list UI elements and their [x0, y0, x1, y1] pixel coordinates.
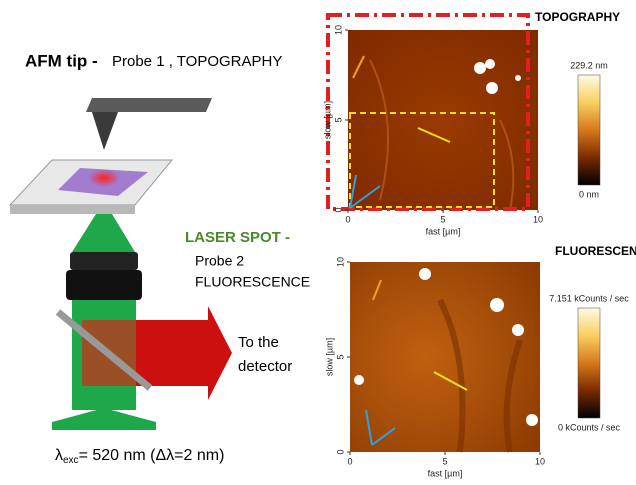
y-tick-label: 5 [335, 354, 345, 359]
y-tick-label: 10 [333, 25, 343, 35]
x-tick-label: 5 [442, 456, 447, 466]
laser-label: LASER SPOT - [185, 229, 290, 246]
y-axis-label: slow [µm] [322, 101, 332, 139]
particle [490, 298, 504, 312]
colorbar-min: 0 kCounts / sec [558, 422, 621, 432]
arrow [433, 371, 468, 391]
afm-label: AFM tip - [25, 51, 98, 70]
x-tick-label: 5 [440, 214, 445, 224]
laser-spot [88, 169, 120, 187]
laser-probe: Probe 2 [195, 253, 244, 269]
arrow [417, 127, 451, 143]
detector-label: detector [238, 358, 292, 375]
zoom-frame [349, 112, 495, 208]
particle [474, 62, 486, 74]
y-tick-label: 5 [333, 117, 343, 122]
sample-edge [10, 205, 135, 214]
colorbar-max: 229.2 nm [570, 60, 608, 70]
scan-frame [326, 13, 530, 211]
x-axis-label: fast [µm] [428, 468, 463, 478]
texture [369, 59, 515, 211]
fluorescence-image [350, 262, 540, 452]
afm-probe: Probe 1 , TOPOGRAPHY [112, 53, 282, 70]
cantilever [86, 98, 212, 112]
x-tick-label: 10 [533, 214, 543, 224]
particle [515, 75, 521, 81]
x-tick-label: 0 [347, 456, 352, 466]
fluorescence-panel [350, 262, 601, 453]
red-beam [136, 320, 208, 386]
excitation-sub: exc [63, 455, 79, 466]
panel-title: FLUORESCENCE [555, 244, 636, 258]
green-arrow-base [52, 422, 156, 430]
particle [526, 414, 538, 426]
excitation-symbol: λ [55, 447, 63, 464]
texture [437, 298, 523, 453]
y-tick-label: 10 [335, 257, 345, 267]
particle [485, 59, 495, 69]
laser-probe: FLUORESCENCE [195, 274, 310, 290]
schematic: AFM tip - Probe 1 , TOPOGRAPHY LASER SPO… [8, 51, 310, 466]
panel-title: TOPOGRAPHY [535, 10, 620, 24]
excitation-rest: = 520 nm (Δλ=2 nm) [79, 447, 225, 464]
x-tick-label: 0 [345, 214, 350, 224]
arrow [349, 174, 357, 209]
arrow [372, 279, 382, 301]
red-arrowhead [208, 306, 232, 400]
particle [512, 324, 524, 336]
colorbar [577, 74, 601, 186]
topography-image [348, 30, 538, 210]
detector-label: To the [238, 334, 279, 351]
green-arrow [52, 408, 156, 422]
topography-panel [326, 13, 601, 211]
y-tick-label: 0 [333, 207, 343, 212]
x-axis-label: fast [µm] [426, 226, 461, 236]
colorbar-min: 0 nm [579, 189, 599, 199]
x-tick-label: 10 [535, 456, 545, 466]
particle [486, 82, 498, 94]
objective [66, 270, 142, 300]
afm-tip [92, 112, 118, 150]
green-cone [72, 214, 135, 252]
y-tick-label: 0 [335, 449, 345, 454]
objective-top [70, 252, 138, 270]
dichroic-mirror [55, 309, 153, 391]
arrow [352, 55, 365, 79]
colorbar-max: 7.151 kCounts / sec [549, 293, 629, 303]
particle [419, 268, 431, 280]
y-axis-label: slow [µm] [324, 338, 334, 376]
arrow [349, 185, 381, 209]
particle [354, 375, 364, 385]
arrow [365, 409, 373, 446]
colorbar [577, 307, 601, 419]
excitation: λexc= 520 nm (Δλ=2 nm) [55, 447, 224, 465]
arrow [371, 427, 396, 446]
